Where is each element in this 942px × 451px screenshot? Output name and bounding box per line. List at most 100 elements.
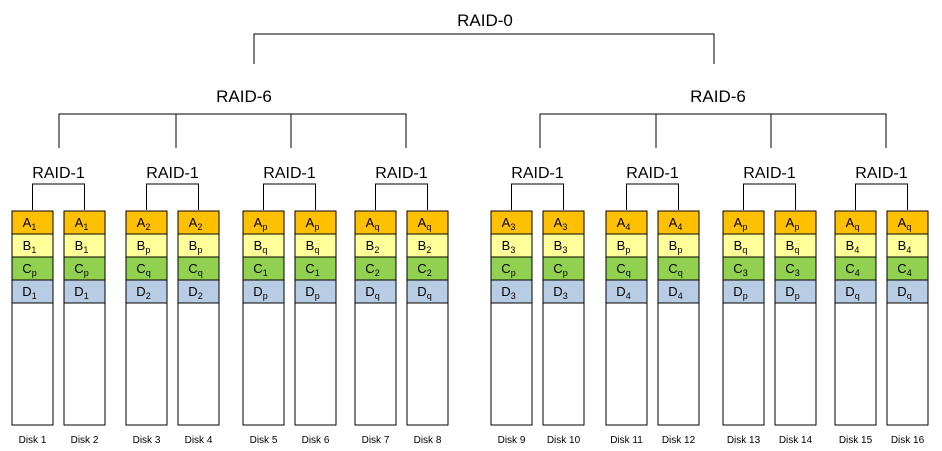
stripe-block — [722, 279, 765, 304]
stripe-subscript: 2 — [374, 245, 379, 255]
raid1-label: RAID-1 — [626, 165, 679, 182]
stripe-subscript: 3 — [562, 245, 567, 255]
stripe-subscript: p — [263, 291, 268, 301]
stripe-subscript: q — [678, 268, 683, 278]
raid1-label: RAID-1 — [855, 165, 908, 182]
raid1-label: RAID-1 — [263, 165, 316, 182]
stripe-subscript: 1 — [31, 222, 36, 232]
stripe-subscript: 4 — [855, 268, 860, 278]
raid1-bracket — [511, 183, 564, 210]
stripe-subscript: 4 — [906, 245, 911, 255]
stripe-subscript: 3 — [563, 291, 568, 301]
stripe-subscript: 2 — [146, 291, 151, 301]
stripe-subscript: 2 — [198, 291, 203, 301]
stripe-subscript: 1 — [31, 245, 36, 255]
stripe-block — [294, 279, 337, 304]
stripe-subscript: p — [511, 268, 516, 278]
raid1-bracket — [263, 183, 316, 210]
stripe-block — [774, 279, 817, 304]
stripe-subscript: q — [906, 222, 911, 232]
stripe-block — [490, 279, 533, 304]
stripe-subscript: q — [314, 245, 319, 255]
disk-label: Disk 8 — [414, 435, 442, 446]
raid6-label-right: RAID-6 — [690, 87, 746, 106]
stripe-block — [406, 279, 449, 304]
stripe-subscript: 1 — [84, 291, 89, 301]
stripe-subscript: 2 — [375, 268, 380, 278]
raid1-bracket — [146, 183, 199, 210]
stripe-subscript: 4 — [907, 268, 912, 278]
raid1-label: RAID-1 — [32, 165, 85, 182]
disk-label: Disk 6 — [302, 435, 330, 446]
stripe-subscript: 2 — [197, 222, 202, 232]
stripe-subscript: 4 — [854, 245, 859, 255]
stripe-subscript: 3 — [562, 222, 567, 232]
disk-label: Disk 15 — [839, 435, 873, 446]
stripe-subscript: 2 — [426, 245, 431, 255]
stripe-subscript: q — [146, 268, 151, 278]
stripe-subscript: 4 — [625, 222, 630, 232]
stripe-block — [542, 279, 585, 304]
stripe-block — [605, 279, 648, 304]
stripe-subscript: p — [677, 245, 682, 255]
stripe-subscript: 1 — [263, 268, 268, 278]
stripe-subscript: 3 — [743, 268, 748, 278]
stripe-block — [177, 279, 220, 304]
stripe-subscript: q — [262, 245, 267, 255]
stripe-subscript: 1 — [32, 291, 37, 301]
stripe-subscript: p — [743, 291, 748, 301]
stripe-subscript: 4 — [678, 291, 683, 301]
raid1-bracket — [375, 183, 428, 210]
raid6-bracket-left — [58, 113, 407, 148]
stripe-subscript: p — [314, 222, 319, 232]
stripe-subscript: 3 — [795, 268, 800, 278]
stripe-subscript: p — [262, 222, 267, 232]
stripe-block — [242, 279, 285, 304]
raid1-label: RAID-1 — [743, 165, 796, 182]
disk-label: Disk 11 — [610, 435, 643, 446]
stripe-subscript: p — [84, 268, 89, 278]
stripe-subscript: p — [742, 222, 747, 232]
stripe-subscript: q — [426, 222, 431, 232]
stripe-subscript: p — [563, 268, 568, 278]
raid0-bracket — [253, 33, 715, 64]
stripe-subscript: 2 — [427, 268, 432, 278]
raid1-bracket — [32, 183, 85, 210]
stripe-subscript: q — [375, 291, 380, 301]
stripe-block — [354, 279, 397, 304]
raid1-group-layer: RAID-1 RAID-1 RAID-1 RAID-1 RAID-1 RAID-1 RAID… — [32, 165, 908, 210]
raid6-bracket-right — [539, 113, 887, 148]
stripe-subscript: q — [794, 245, 799, 255]
raid1-bracket — [743, 183, 796, 210]
disk-label: Disk 7 — [362, 435, 390, 446]
stripe-subscript: p — [32, 268, 37, 278]
raid1-bracket — [855, 183, 908, 210]
disk-label: Disk 4 — [185, 435, 213, 446]
stripe-block — [834, 279, 877, 304]
stripe-subscript: 2 — [145, 222, 150, 232]
disk-label: Disk 3 — [133, 435, 161, 446]
stripe-block — [125, 279, 168, 304]
stripe-subscript: q — [854, 222, 859, 232]
disk-label: Disk 1 — [19, 435, 47, 446]
disk-label: Disk 10 — [547, 435, 581, 446]
stripe-subscript: q — [427, 291, 432, 301]
disk-label: Disk 2 — [71, 435, 99, 446]
raid6-label-left: RAID-6 — [216, 87, 272, 106]
stripe-subscript: p — [795, 291, 800, 301]
